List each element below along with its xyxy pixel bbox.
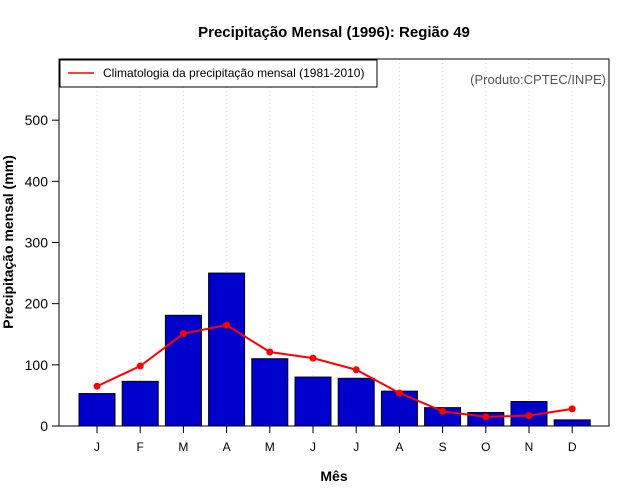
climatology-point-5 [266,348,274,356]
plot-frame [58,58,610,427]
x-tick-label: A [395,440,403,454]
bar-6 [294,376,332,427]
y-tick-label: 0 [40,418,48,434]
climatology-point-4 [223,321,231,329]
climatology-line [93,321,576,421]
x-axis-label: Mês [320,468,347,484]
climatology-point-6 [309,354,317,362]
climatology-point-8 [395,389,403,397]
x-tick-label: S [439,440,447,454]
bar-8 [380,390,418,427]
legend-box [59,59,378,88]
bar-7 [337,377,375,427]
climatology-point-3 [179,330,187,338]
climatology-point-11 [525,412,533,420]
x-tick-label: N [525,440,534,454]
y-axis-label: Precipitação mensal (mm) [0,155,16,329]
y-tick-label: 300 [25,235,49,251]
climatology-point-10 [482,413,490,421]
climatology-point-12 [568,405,576,413]
y-axis: 0 100 200 300 400 500 [25,112,60,434]
x-tick-label: M [178,440,188,454]
x-tick-label: M [265,440,275,454]
climatology-point-9 [439,407,447,415]
bars [78,272,591,427]
legend: Climatologia da precipitação mensal (198… [59,59,378,88]
bar-2 [121,380,159,427]
x-tick-label: D [568,440,577,454]
legend-entry-climatology: Climatologia da precipitação mensal (198… [103,66,364,80]
climatology-polyline [96,324,573,418]
y-tick-label: 400 [25,173,49,189]
x-tick-label: F [137,440,144,454]
credit-text: (Produto:CPTEC/INPE) [470,72,606,87]
chart-title: Precipitação Mensal (1996): Região 49 [198,24,470,41]
x-tick-label: A [223,440,231,454]
bar-4 [208,272,246,427]
y-tick-label: 100 [25,357,49,373]
x-tick-label: J [353,440,359,454]
y-tick-label: 200 [25,296,49,312]
bar-12 [553,419,591,427]
x-tick-label: O [481,440,490,454]
climatology-point-1 [93,382,101,390]
x-tick-label: J [310,440,316,454]
bar-1 [78,393,116,427]
bar-5 [251,358,289,427]
x-tick-label: J [94,440,100,454]
y-tick-label: 500 [25,112,49,128]
climatology-point-7 [352,366,360,374]
climatology-point-2 [136,362,144,370]
